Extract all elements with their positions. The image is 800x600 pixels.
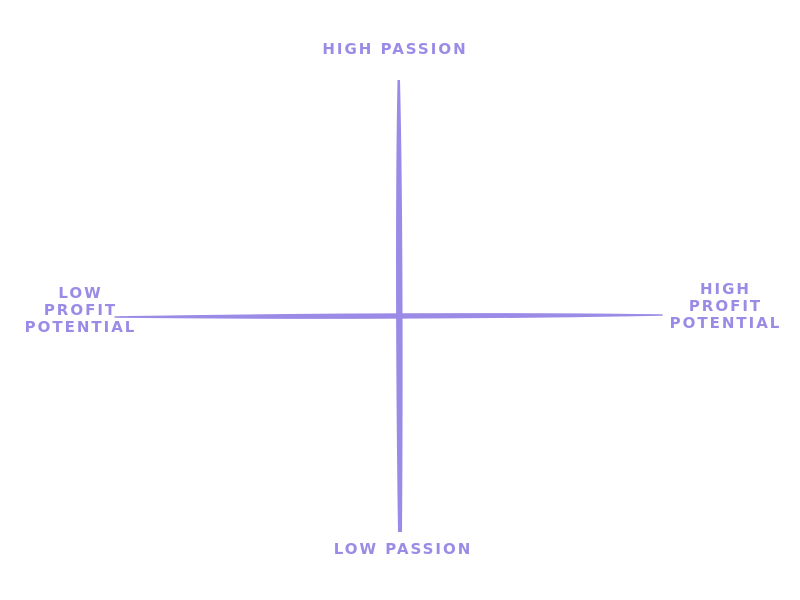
high-profit-line-2: PROFIT [688, 297, 763, 315]
high-passion-text: HIGH PASSION [322, 40, 468, 58]
high-profit-line-3: POTENTIAL [669, 314, 782, 332]
high-profit-potential-label: HIGH PROFIT POTENTIAL [663, 281, 788, 332]
low-profit-line-3: POTENTIAL [24, 318, 137, 336]
low-passion-text: LOW PASSION [333, 540, 473, 558]
high-passion-label: HIGH PASSION [250, 41, 540, 58]
low-profit-line-1: LOW [58, 284, 103, 302]
horizontal-axis-line [114, 313, 663, 319]
low-profit-line-2: PROFIT [43, 301, 118, 319]
low-profit-potential-label: LOW PROFIT POTENTIAL [18, 285, 143, 336]
high-profit-line-1: HIGH [699, 280, 751, 298]
vertical-axis-line [396, 80, 403, 532]
low-passion-label: LOW PASSION [258, 541, 548, 558]
